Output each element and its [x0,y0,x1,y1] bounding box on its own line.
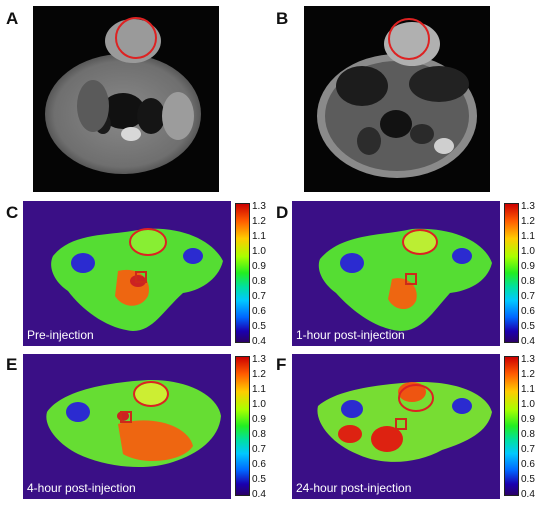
colorbar-tick: 1.1 [521,231,535,242]
panel-label-c: C [6,203,19,222]
colorbar-tick: 1.1 [252,384,266,395]
colorbar-tick: 1.3 [252,201,266,212]
colorbar-tick: 1.2 [252,369,266,380]
colorbar-tick: 1.3 [521,201,535,212]
panel-label-b: B [276,9,289,28]
colorbar-tick: 1.0 [521,246,535,257]
tumor-circle [115,17,157,59]
colorbar-tick: 0.4 [252,336,266,347]
colorbar-tick: 1.1 [252,231,266,242]
colorbar-tick: 0.9 [521,414,535,425]
colorbar-tick: 0.9 [252,261,266,272]
timepoint-caption: 24-hour post-injection [296,481,412,495]
mri-image-a [45,17,201,174]
map-image-f [317,381,492,462]
colorbar-tick: 0.5 [252,474,266,485]
colorbar-tick: 0.5 [521,474,535,485]
colorbar-tick: 0.9 [252,414,266,425]
colorbar-tick: 0.4 [252,489,266,500]
tumor-circle [402,229,438,255]
colorbar-tick: 1.2 [521,216,535,227]
relaxation-map-d: 1-hour post-injection [292,201,500,346]
colorbar [504,356,519,496]
roi-square [120,411,132,423]
tumor-circle [133,381,169,407]
colorbar-tick: 1.2 [252,216,266,227]
colorbar-tick: 1.3 [252,354,266,365]
colorbar-tick: 0.9 [521,261,535,272]
roi-square [405,273,417,285]
colorbar-tick: 0.7 [252,291,266,302]
map-image-c [51,228,223,331]
colorbar [235,356,250,496]
colorbar-tick: 1.0 [252,399,266,410]
mri-panel-b [304,6,490,192]
mri-image-b [317,18,477,178]
colorbar-tick: 0.8 [521,429,535,440]
colorbar-tick: 0.7 [252,444,266,455]
colorbar-tick: 0.4 [521,489,535,500]
panel-label-d: D [276,203,289,222]
colorbar-tick: 1.0 [252,246,266,257]
mri-panel-a [33,6,219,192]
colorbar-tick: 0.8 [252,429,266,440]
relaxation-map-f: 24-hour post-injection [292,354,500,499]
panel-label-f: F [276,355,287,374]
colorbar-tick: 0.8 [252,276,266,287]
colorbar-tick: 0.5 [252,321,266,332]
colorbar-tick: 1.0 [521,399,535,410]
colorbar [235,203,250,343]
colorbar-tick: 0.6 [521,306,535,317]
colorbar-tick: 0.4 [521,336,535,347]
map-image-e [46,379,221,468]
relaxation-map-c: Pre-injection [23,201,231,346]
tumor-circle [129,228,167,256]
colorbar-tick: 1.1 [521,384,535,395]
colorbar-tick: 1.2 [521,369,535,380]
colorbar-tick: 0.7 [521,291,535,302]
timepoint-caption: 4-hour post-injection [27,481,136,495]
map-image-d [318,228,492,331]
timepoint-caption: Pre-injection [27,328,94,342]
colorbar-tick: 0.6 [521,459,535,470]
relaxation-map-e: 4-hour post-injection [23,354,231,499]
panel-label-a: A [6,9,19,28]
timepoint-caption: 1-hour post-injection [296,328,405,342]
colorbar [504,203,519,343]
roi-square [135,271,147,283]
tumor-circle [398,384,434,412]
colorbar-tick: 0.7 [521,444,535,455]
colorbar-tick: 0.5 [521,321,535,332]
colorbar-tick: 1.3 [521,354,535,365]
colorbar-tick: 0.6 [252,306,266,317]
roi-square [395,418,407,430]
colorbar-tick: 0.8 [521,276,535,287]
tumor-circle [388,18,430,60]
panel-label-e: E [6,355,18,374]
colorbar-tick: 0.6 [252,459,266,470]
